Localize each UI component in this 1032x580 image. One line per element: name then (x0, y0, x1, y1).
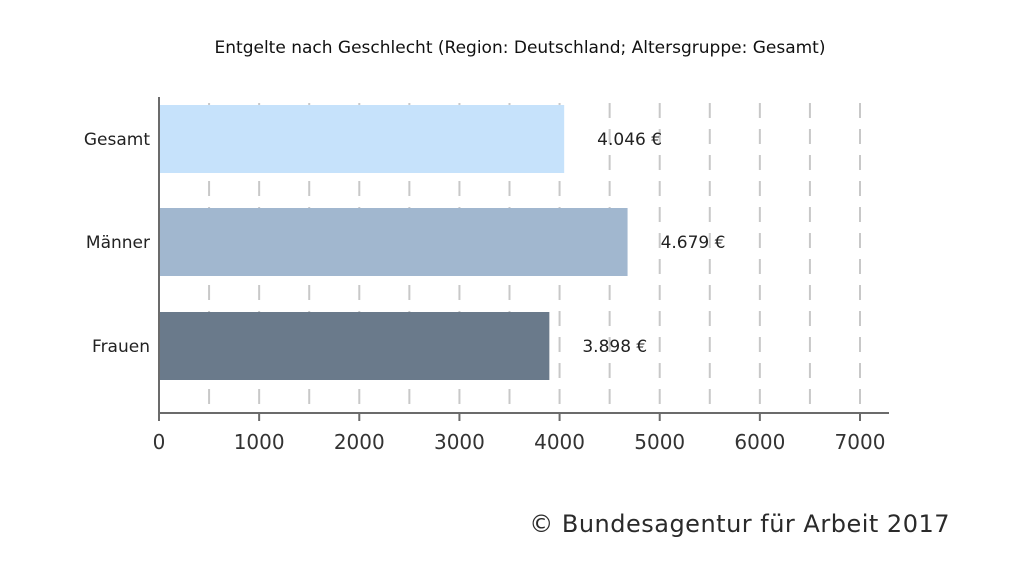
x-tick-label: 4000 (534, 430, 585, 454)
x-tick-label: 3000 (434, 430, 485, 454)
x-tick-label: 1000 (234, 430, 285, 454)
value-label: 4.679 € (661, 233, 726, 253)
x-tick-label: 2000 (334, 430, 385, 454)
axes (158, 97, 889, 421)
x-tick-label: 7000 (835, 430, 886, 454)
copyright-notice: © Bundesagentur für Arbeit 2017 (529, 510, 950, 538)
category-label: Männer (86, 233, 150, 253)
bar-männer (159, 208, 628, 276)
bars (159, 105, 628, 380)
bar-gesamt (159, 105, 565, 173)
x-tick-label: 0 (153, 430, 166, 454)
value-label: 4.046 € (597, 130, 662, 150)
chart-title: Entgelte nach Geschlecht (Region: Deutsc… (215, 38, 826, 58)
category-label: Gesamt (84, 130, 150, 150)
x-tick-label: 6000 (734, 430, 785, 454)
value-label: 3.898 € (582, 337, 647, 357)
bar-frauen (159, 312, 550, 380)
category-label: Frauen (92, 337, 150, 357)
x-tick-label: 5000 (634, 430, 685, 454)
labels: Gesamt 4.046 € Männer 4.679 € Frauen 3.898 € 0… (84, 130, 886, 454)
